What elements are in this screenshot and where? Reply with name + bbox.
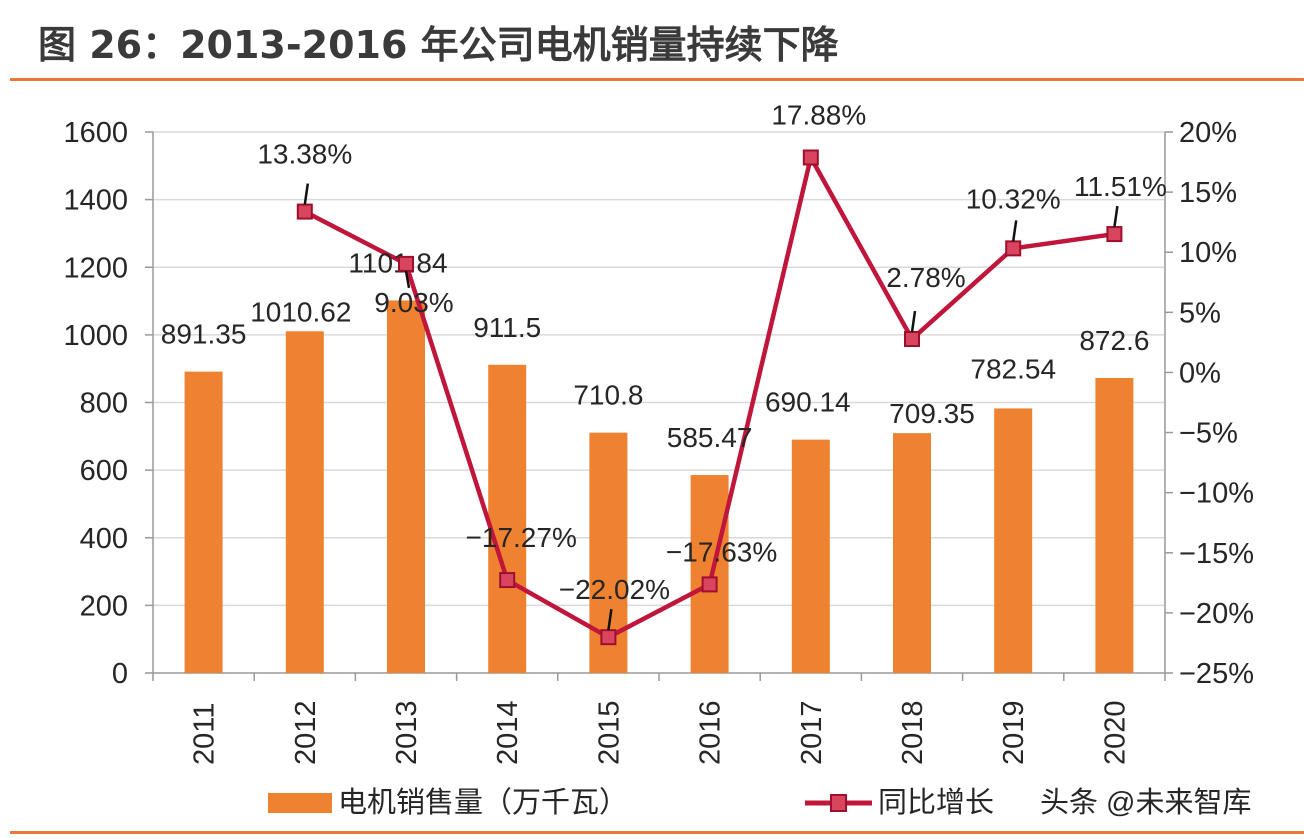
growth-marker-2020	[1106, 226, 1123, 243]
x-tick-label: 2015	[593, 700, 625, 765]
bar-2017	[791, 439, 830, 673]
growth-marker-2012	[296, 203, 313, 220]
right-tick-label: −10%	[1179, 478, 1254, 510]
bar-value-label: 911.5	[473, 312, 541, 343]
right-tick-label: −15%	[1179, 538, 1254, 570]
x-tick-label: 2013	[391, 700, 423, 765]
growth-value-label: −17.27%	[466, 522, 577, 553]
bar-2012	[285, 331, 324, 673]
legend-line-label: 同比增长	[878, 786, 994, 819]
bar-2013	[387, 300, 425, 673]
right-tick-label: 15%	[1179, 177, 1237, 209]
top-divider	[10, 78, 1304, 81]
growth-value-label: 2.78%	[886, 262, 965, 293]
leader-line	[1011, 220, 1018, 242]
growth-value-label: 17.88%	[771, 99, 866, 130]
chart-title: 图 26：2013-2016 年公司电机销量持续下降	[38, 23, 839, 67]
growth-marker-2017	[802, 149, 819, 166]
bar-value-label: 585.47	[667, 422, 753, 453]
left-tick-label: 1000	[63, 320, 128, 352]
x-tick-label: 2019	[998, 700, 1030, 765]
bar-value-label: 1010.62	[250, 296, 351, 327]
growth-marker-2019	[1005, 240, 1022, 257]
growth-value-label: 11.51%	[1074, 171, 1167, 202]
leader-line	[910, 310, 917, 333]
x-tick-label: 2017	[796, 700, 828, 765]
leader-line	[303, 183, 310, 205]
bar-value-label: 872.6	[1079, 325, 1149, 356]
right-tick-label: −5%	[1179, 418, 1238, 450]
legend-marker-icon	[830, 794, 847, 812]
x-tick-label: 2020	[1099, 700, 1131, 765]
bar-2019	[994, 408, 1033, 673]
left-tick-label: 400	[80, 523, 128, 555]
leader-line	[404, 270, 411, 289]
right-tick-label: 20%	[1179, 117, 1237, 149]
legend-bar-swatch	[268, 793, 332, 813]
right-tick-label: 0%	[1179, 357, 1221, 389]
growth-marker-2014	[499, 572, 516, 589]
growth-value-label: 9.03%	[374, 287, 453, 318]
growth-marker-2016	[701, 576, 718, 593]
bar-value-label: 709.35	[889, 398, 975, 429]
right-tick-label: −20%	[1179, 598, 1254, 630]
x-tick-label: 2014	[492, 700, 524, 765]
x-tick-label: 2018	[897, 700, 929, 765]
right-tick-label: 10%	[1179, 237, 1237, 269]
legend-bar-label: 电机销售量（万千瓦）	[338, 786, 628, 819]
bar-2014	[488, 364, 527, 673]
growth-marker-2015	[600, 629, 617, 646]
right-tick-label: −25%	[1179, 658, 1254, 690]
growth-value-label: −22.02%	[559, 574, 670, 605]
watermark: 头条 @未来智库	[1040, 786, 1252, 819]
growth-value-label: −17.63%	[666, 536, 777, 567]
growth-marker-2013	[398, 255, 414, 272]
right-tick-label: 5%	[1179, 297, 1221, 329]
bar-value-label: 710.8	[573, 380, 643, 411]
bottom-divider	[10, 831, 1304, 834]
x-tick-label: 2012	[290, 700, 322, 765]
bar-2020	[1095, 377, 1134, 673]
left-tick-label: 1600	[63, 117, 128, 149]
growth-value-label: 10.32%	[966, 183, 1061, 214]
left-tick-label: 800	[80, 388, 128, 420]
left-tick-label: 0	[112, 658, 128, 690]
bar-value-label: 891.35	[161, 319, 247, 350]
bar-value-label: 690.14	[765, 387, 851, 418]
left-tick-label: 200	[80, 590, 128, 622]
bar-2016	[690, 475, 729, 673]
leader-line	[607, 608, 613, 631]
growth-marker-2018	[904, 331, 920, 348]
left-tick-label: 600	[80, 455, 128, 487]
growth-value-label: 13.38%	[257, 139, 352, 170]
bar-2011	[184, 371, 223, 673]
x-tick-label: 2016	[695, 700, 727, 765]
bar-2018	[893, 433, 931, 673]
x-tick-label: 2011	[189, 703, 221, 765]
left-tick-label: 1200	[63, 252, 128, 284]
bar-value-label: 782.54	[970, 353, 1056, 384]
left-tick-label: 1400	[63, 185, 128, 217]
leader-line	[1113, 205, 1119, 228]
